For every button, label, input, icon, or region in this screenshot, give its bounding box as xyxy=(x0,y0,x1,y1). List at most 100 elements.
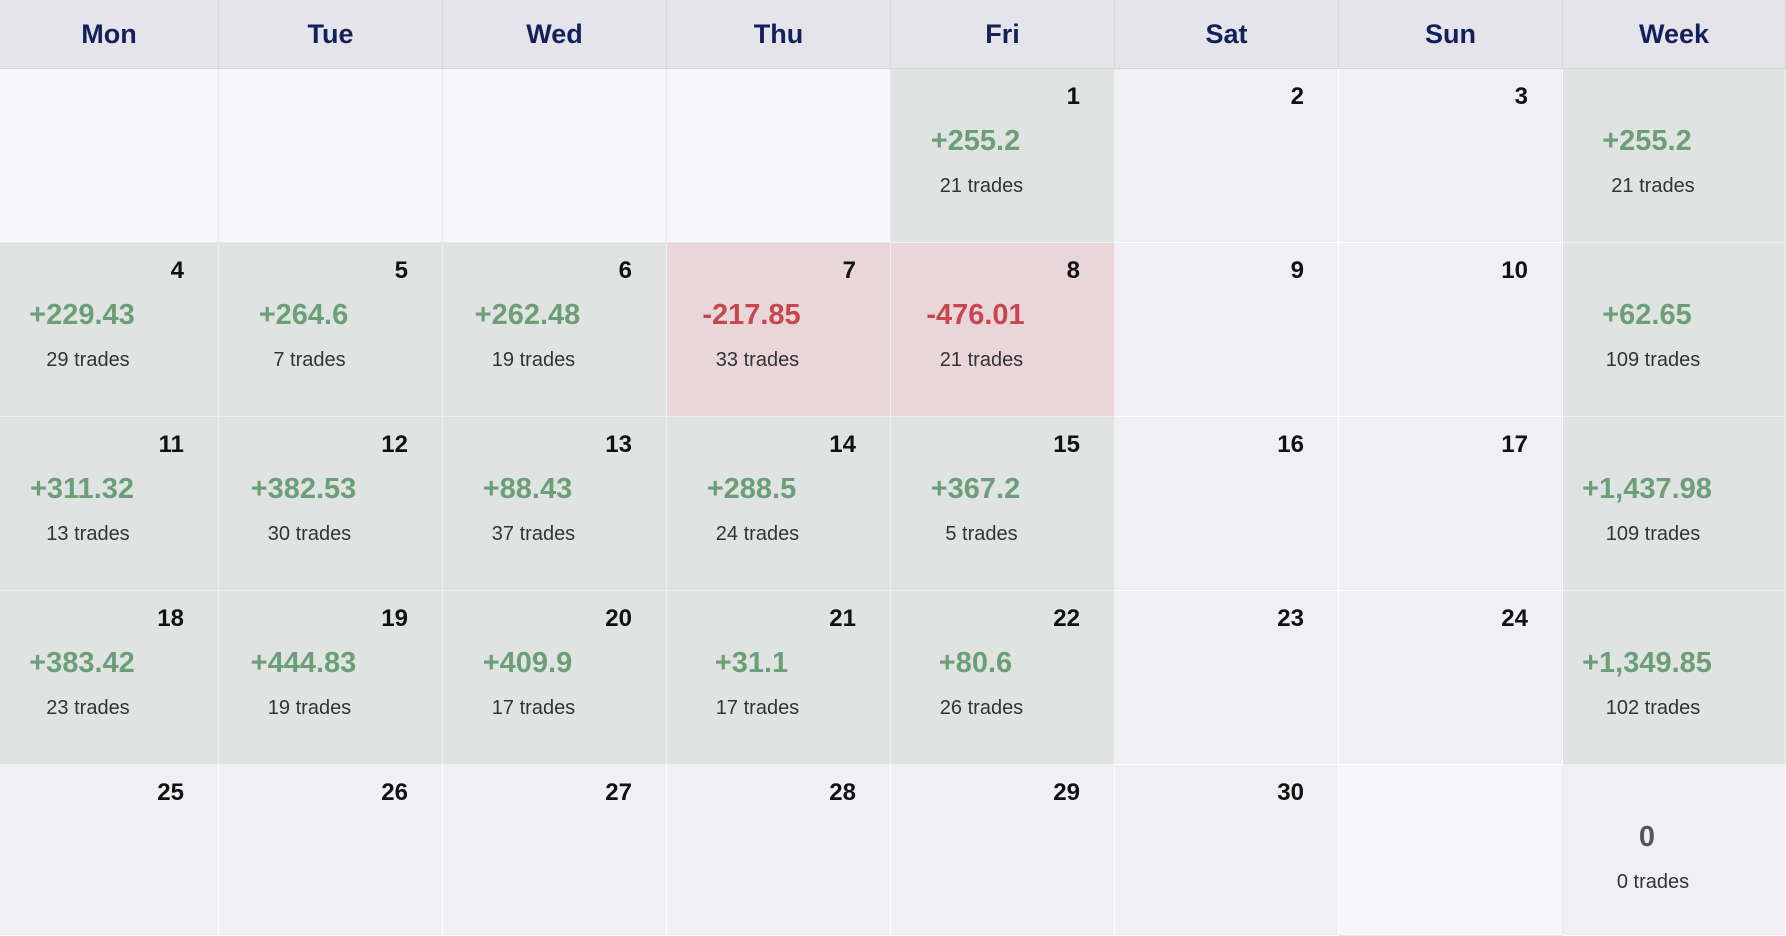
header-tue: Tue xyxy=(219,0,443,69)
day-number: 30 xyxy=(1277,779,1304,806)
day-number: 1 xyxy=(1066,83,1080,110)
day-pnl: +80.6 xyxy=(938,647,1013,679)
day-cell[interactable]: 20 +409.9 17 trades xyxy=(443,591,667,765)
header-sun: Sun xyxy=(1339,0,1563,69)
day-cell[interactable]: 19 +444.83 19 trades xyxy=(219,591,443,765)
day-cell xyxy=(0,69,219,243)
day-cell[interactable]: 10 xyxy=(1339,243,1563,417)
week-summary-cell[interactable]: 0 0 trades xyxy=(1563,765,1786,936)
week-trade-count: 109 trades xyxy=(1605,523,1701,545)
day-pnl: -476.01 xyxy=(926,299,1025,331)
day-pnl: +382.53 xyxy=(250,473,357,505)
day-number: 9 xyxy=(1290,257,1304,284)
day-number: 19 xyxy=(381,605,408,632)
day-cell[interactable]: 8 -476.01 21 trades xyxy=(891,243,1115,417)
day-pnl: -217.85 xyxy=(702,299,801,331)
day-cell[interactable]: 4 +229.43 29 trades xyxy=(0,243,219,417)
day-cell[interactable]: 13 +88.43 37 trades xyxy=(443,417,667,591)
day-cell xyxy=(219,69,443,243)
day-trade-count: 21 trades xyxy=(939,175,1024,197)
day-trade-count: 23 trades xyxy=(46,697,130,719)
day-number: 17 xyxy=(1501,431,1528,458)
day-trade-count: 30 trades xyxy=(267,523,352,545)
day-number: 24 xyxy=(1501,605,1528,632)
day-cell[interactable]: 16 xyxy=(1115,417,1339,591)
week-summary-cell[interactable]: +255.2 21 trades xyxy=(1563,69,1786,243)
day-pnl: +311.32 xyxy=(29,473,135,505)
day-number: 6 xyxy=(618,257,632,284)
day-cell[interactable]: 12 +382.53 30 trades xyxy=(219,417,443,591)
header-thu: Thu xyxy=(667,0,891,69)
day-number: 11 xyxy=(158,431,184,458)
day-cell[interactable]: 1 +255.2 21 trades xyxy=(891,69,1115,243)
day-cell[interactable]: 24 xyxy=(1339,591,1563,765)
week-pnl: +1,437.98 xyxy=(1582,473,1712,505)
day-trade-count: 33 trades xyxy=(715,349,800,371)
day-trade-count: 29 trades xyxy=(46,349,130,371)
week-summary-cell[interactable]: +62.65 109 trades xyxy=(1563,243,1786,417)
day-number: 8 xyxy=(1066,257,1080,284)
week-trade-count: 109 trades xyxy=(1605,349,1701,371)
header-wed: Wed xyxy=(443,0,667,69)
day-number: 27 xyxy=(605,779,632,806)
day-pnl: +262.48 xyxy=(474,299,581,331)
week-pnl: +255.2 xyxy=(1602,125,1692,157)
day-trade-count: 21 trades xyxy=(939,349,1024,371)
day-cell[interactable]: 25 xyxy=(0,765,219,936)
day-cell[interactable]: 29 xyxy=(891,765,1115,936)
day-number: 2 xyxy=(1290,83,1304,110)
day-cell[interactable]: 15 +367.2 5 trades xyxy=(891,417,1115,591)
day-number: 21 xyxy=(829,605,856,632)
day-cell[interactable]: 5 +264.6 7 trades xyxy=(219,243,443,417)
day-cell[interactable]: 3 xyxy=(1339,69,1563,243)
day-cell[interactable]: 7 -217.85 33 trades xyxy=(667,243,891,417)
header-fri: Fri xyxy=(891,0,1115,69)
day-pnl: +264.6 xyxy=(258,299,349,331)
day-trade-count: 17 trades xyxy=(715,697,800,719)
day-cell[interactable]: 9 xyxy=(1115,243,1339,417)
day-number: 10 xyxy=(1501,257,1528,284)
week-trade-count: 0 trades xyxy=(1616,871,1690,893)
day-cell[interactable]: 2 xyxy=(1115,69,1339,243)
day-cell[interactable]: 11 +311.32 13 trades xyxy=(0,417,219,591)
day-number: 12 xyxy=(381,431,408,458)
day-pnl: +88.43 xyxy=(482,473,573,505)
day-cell[interactable]: 14 +288.5 24 trades xyxy=(667,417,891,591)
day-trade-count: 37 trades xyxy=(491,523,576,545)
day-number: 14 xyxy=(829,431,856,458)
day-number: 25 xyxy=(157,779,184,806)
day-cell[interactable]: 27 xyxy=(443,765,667,936)
day-trade-count: 17 trades xyxy=(491,697,576,719)
day-cell[interactable]: 17 xyxy=(1339,417,1563,591)
week-summary-cell[interactable]: +1,437.98 109 trades xyxy=(1563,417,1786,591)
day-trade-count: 19 trades xyxy=(491,349,576,371)
day-number: 5 xyxy=(394,257,408,284)
week-summary-cell[interactable]: +1,349.85 102 trades xyxy=(1563,591,1786,765)
day-pnl: +409.9 xyxy=(482,647,573,679)
day-cell[interactable]: 30 xyxy=(1115,765,1339,936)
day-cell[interactable]: 23 xyxy=(1115,591,1339,765)
day-pnl: +229.43 xyxy=(29,299,135,331)
day-number: 4 xyxy=(170,257,184,284)
week-pnl: +62.65 xyxy=(1602,299,1692,331)
header-mon: Mon xyxy=(0,0,219,69)
day-trade-count: 5 trades xyxy=(945,523,1018,545)
header-week: Week xyxy=(1563,0,1786,69)
day-cell[interactable]: 18 +383.42 23 trades xyxy=(0,591,219,765)
day-trade-count: 13 trades xyxy=(46,523,130,545)
day-trade-count: 7 trades xyxy=(273,349,346,371)
day-cell xyxy=(667,69,891,243)
day-cell[interactable]: 28 xyxy=(667,765,891,936)
week-pnl: +1,349.85 xyxy=(1582,647,1712,679)
day-pnl: +288.5 xyxy=(706,473,797,505)
day-cell xyxy=(443,69,667,243)
day-number: 15 xyxy=(1053,431,1080,458)
day-cell[interactable]: 21 +31.1 17 trades xyxy=(667,591,891,765)
day-cell[interactable]: 26 xyxy=(219,765,443,936)
day-cell xyxy=(1339,765,1563,936)
day-number: 22 xyxy=(1053,605,1080,632)
header-sat: Sat xyxy=(1115,0,1339,69)
day-cell[interactable]: 22 +80.6 26 trades xyxy=(891,591,1115,765)
day-cell[interactable]: 6 +262.48 19 trades xyxy=(443,243,667,417)
day-number: 18 xyxy=(157,605,184,632)
